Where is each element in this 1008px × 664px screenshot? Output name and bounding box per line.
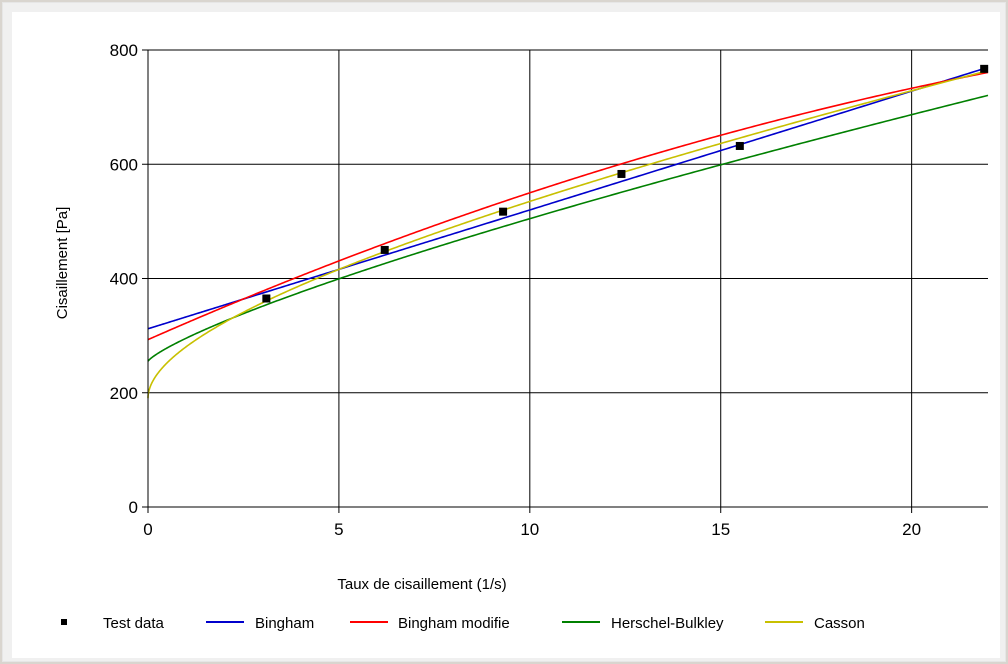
series-line-casson	[147, 69, 989, 399]
legend-label-bingham-modifie: Bingham modifie	[398, 615, 510, 632]
data-point	[380, 245, 389, 254]
series-line-bingham-modifie	[147, 71, 989, 341]
data-point	[617, 169, 626, 178]
y-axis-title: Cisaillement [Pa]	[54, 207, 71, 320]
x-tick-label: 0	[143, 520, 152, 539]
x-tick-label: 10	[520, 520, 539, 539]
series-line-bingham	[147, 66, 989, 330]
chart-panel: 0 5 10 15 20 0 200 400 600 800 Taux de cisaillem…	[12, 12, 1000, 658]
x-tick-label: 15	[711, 520, 730, 539]
grid	[148, 49, 988, 507]
y-tick-label: 800	[110, 41, 138, 60]
x-tick-labels: 0 5 10 15 20	[143, 520, 921, 539]
legend: Test data Bingham Bingham modifie Herschel-…	[61, 615, 865, 632]
series-layer	[147, 66, 989, 399]
x-tick-label: 5	[334, 520, 343, 539]
x-axis-title: Taux de cisaillement (1/s)	[337, 576, 506, 593]
data-point	[735, 141, 744, 150]
legend-label-test-data: Test data	[103, 615, 165, 632]
series-line-herschel-bulkley	[147, 94, 989, 362]
y-tick-label: 400	[110, 270, 138, 289]
data-point	[980, 64, 989, 73]
legend-label-herschel-bulkley: Herschel-Bulkley	[611, 615, 724, 632]
y-tick-labels: 0 200 400 600 800	[110, 41, 138, 517]
points-layer	[262, 64, 989, 303]
y-tick-label: 600	[110, 155, 138, 174]
legend-marker-test-data	[61, 619, 67, 625]
y-tick-label: 0	[129, 498, 138, 517]
axes	[142, 49, 988, 513]
x-tick-label: 20	[902, 520, 921, 539]
y-tick-label: 200	[110, 384, 138, 403]
legend-label-bingham: Bingham	[255, 615, 314, 632]
legend-label-casson: Casson	[814, 615, 865, 632]
data-point	[262, 294, 271, 303]
data-point	[499, 207, 508, 216]
chart-svg: 0 5 10 15 20 0 200 400 600 800 Taux de cisaillem…	[54, 41, 989, 632]
